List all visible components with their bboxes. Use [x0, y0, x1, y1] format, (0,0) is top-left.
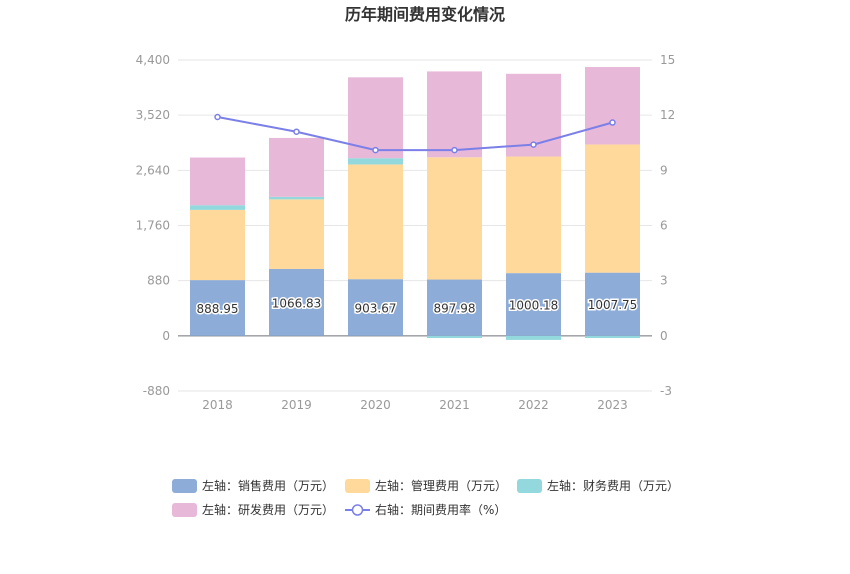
left-axis: -880 0 880 1,760 2,640 3,520 4,400	[136, 53, 170, 398]
bar	[427, 335, 482, 339]
bar	[269, 137, 324, 197]
bar-data-label: 1000.18	[509, 298, 559, 312]
bar-labels: 888.95 1066.83 903.67 897.98 1000.18 1007.75	[195, 295, 639, 318]
legend-marker	[351, 504, 364, 516]
left-tick-label: 2,640	[136, 163, 170, 177]
rate-point	[451, 146, 458, 154]
bar	[348, 77, 403, 159]
bar	[269, 196, 324, 200]
legend-label: 左轴：研发费用（万元）	[202, 502, 334, 517]
right-tick-label: 12	[660, 108, 675, 122]
right-tick-label: 0	[660, 329, 668, 343]
bar	[190, 205, 245, 210]
bar	[585, 67, 640, 145]
bar-data-label: 903.67	[355, 302, 397, 316]
left-tick-label: 4,400	[136, 53, 170, 67]
x-tick-label: 2021	[439, 398, 470, 412]
rate-point	[530, 141, 537, 148]
bar	[269, 199, 324, 269]
bar	[190, 280, 245, 336]
rate-point	[293, 128, 300, 135]
x-tick-label: 2018	[202, 398, 233, 412]
bar	[427, 157, 482, 280]
rate-point	[609, 119, 616, 126]
bar	[585, 272, 640, 336]
legend-swatch	[517, 479, 542, 493]
bar	[190, 209, 245, 281]
x-axis: 2018 2019 2020 2021 2022 2023	[202, 398, 628, 412]
bar	[348, 279, 403, 336]
bar	[348, 158, 403, 165]
bar	[269, 268, 324, 336]
rate-point	[372, 146, 379, 154]
legend-swatch	[172, 503, 197, 517]
x-tick-label: 2019	[281, 398, 312, 412]
rate-line	[214, 113, 616, 154]
left-tick-label: -880	[143, 384, 170, 398]
x-tick-label: 2020	[360, 398, 391, 412]
bar-data-label: 1066.83	[272, 296, 322, 310]
grid	[178, 59, 652, 392]
left-tick-label: 0	[162, 329, 170, 343]
bars	[190, 67, 640, 340]
bar	[427, 279, 482, 336]
bar	[585, 335, 640, 339]
right-tick-label: 6	[660, 219, 668, 233]
right-axis: -3 0 3 6 9 12 15	[660, 53, 675, 398]
right-tick-label: -3	[660, 384, 672, 398]
legend-swatch	[345, 479, 370, 493]
bar-data-label: 897.98	[434, 302, 476, 316]
rate-point	[214, 113, 221, 121]
bar	[506, 273, 561, 336]
bar-data-label: 888.95	[197, 302, 239, 316]
left-tick-label: 1,760	[136, 219, 170, 233]
legend-swatch	[172, 479, 197, 493]
right-tick-label: 9	[660, 163, 668, 177]
legend-label: 左轴：销售费用（万元）	[202, 478, 334, 493]
legend: 左轴：销售费用（万元） 左轴：管理费用（万元） 左轴：财务费用（万元） 左轴：研发费用…	[172, 478, 679, 517]
left-tick-label: 880	[147, 274, 170, 288]
bar	[585, 144, 640, 273]
right-tick-label: 3	[660, 274, 668, 288]
rate-line-path	[217, 116, 613, 152]
bar	[190, 157, 245, 206]
left-tick-label: 3,520	[136, 108, 170, 122]
bar	[348, 164, 403, 280]
x-tick-label: 2022	[518, 398, 549, 412]
bar	[506, 335, 561, 340]
bar-data-label: 1007.75	[588, 298, 638, 312]
x-tick-label: 2023	[597, 398, 628, 412]
legend-label: 左轴：财务费用（万元）	[547, 478, 679, 493]
bar	[427, 71, 482, 158]
legend-label: 右轴：期间费用率（%）	[375, 502, 506, 517]
right-tick-label: 15	[660, 53, 675, 67]
chart-title: 历年期间费用变化情况	[345, 5, 505, 24]
legend-label: 左轴：管理费用（万元）	[375, 478, 507, 493]
bar	[506, 156, 561, 274]
